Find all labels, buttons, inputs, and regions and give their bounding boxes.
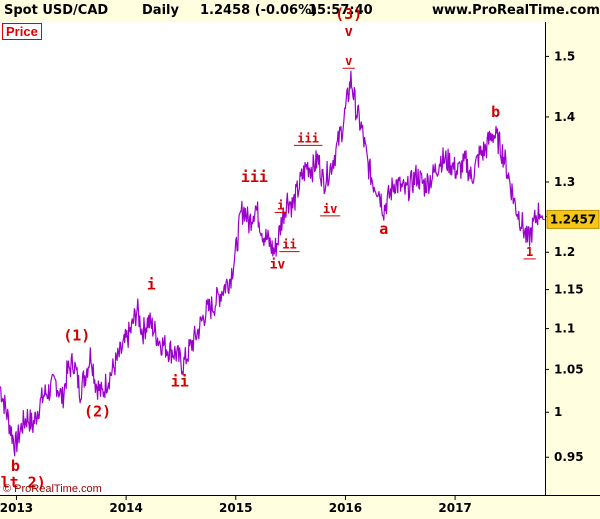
y-tick-label: 1.5	[554, 49, 575, 63]
wave-label: v	[344, 24, 352, 40]
wave-label: b	[11, 457, 20, 475]
price-panel-label: Price	[2, 23, 42, 40]
y-tick-label: 1	[554, 405, 562, 419]
wave-label: (3)	[335, 5, 362, 23]
price-series-line	[0, 70, 544, 457]
y-tick-label: 1.4	[554, 110, 575, 124]
x-tick-label: 2017	[438, 501, 471, 515]
wave-label: Alt 2)	[0, 473, 46, 491]
wave-label: (2)	[84, 403, 111, 421]
y-tick-label: 0.95	[554, 450, 584, 464]
y-tick-label: 1.3	[554, 175, 575, 189]
y-tick-label: 1.15	[554, 283, 584, 297]
interval-label: Daily	[142, 3, 179, 18]
x-tick-label: 2016	[329, 501, 362, 515]
wave-label: ii	[282, 238, 296, 252]
symbol-name: Spot USD/CAD	[4, 3, 109, 18]
x-tick-label: 2013	[0, 501, 33, 515]
wave-label: iii	[297, 131, 319, 145]
wave-label: ii	[171, 372, 189, 390]
wave-label: i	[147, 276, 156, 294]
x-tick-label: 2015	[219, 501, 252, 515]
x-axis-panel	[0, 495, 600, 519]
wave-label: i	[277, 198, 284, 212]
last-price-tag	[546, 209, 600, 229]
y-tick-label: 1.2	[554, 245, 575, 259]
y-axis-ticks: 0.95 1 1.05 1.1 1.15 1.2 1.3 1.4 1.5	[545, 49, 584, 464]
quote-time: 15:57:40	[308, 3, 373, 18]
wave-label: v	[345, 54, 352, 68]
last-price-value: 1.2457	[550, 212, 596, 226]
y-tick-label: 1.1	[554, 322, 575, 336]
wave-label: a	[379, 220, 388, 238]
copyright: © ProRealTime.com	[3, 483, 102, 495]
wave-label: 1	[526, 245, 533, 259]
y-tick-label: 1.05	[554, 362, 584, 376]
site-link[interactable]: www.ProRealTime.com	[432, 3, 600, 18]
chart-header: Spot USD/CAD Daily 1.2458 (-0.06%) 15:57…	[0, 0, 600, 23]
plot-area	[0, 22, 545, 495]
wave-label: b	[491, 103, 500, 121]
y-axis-panel	[546, 22, 600, 495]
last-price-marker: 1.2457	[542, 209, 600, 229]
wave-label: iv	[270, 257, 286, 272]
wave-label: (1)	[63, 327, 90, 345]
x-axis-ticks: 2013 2014 2015 2016 2017	[0, 495, 472, 515]
wave-label: iii	[241, 168, 268, 186]
x-tick-label: 2014	[109, 501, 142, 515]
wave-label: iv	[323, 202, 337, 216]
quote-value: 1.2458 (-0.06%)	[200, 3, 318, 18]
